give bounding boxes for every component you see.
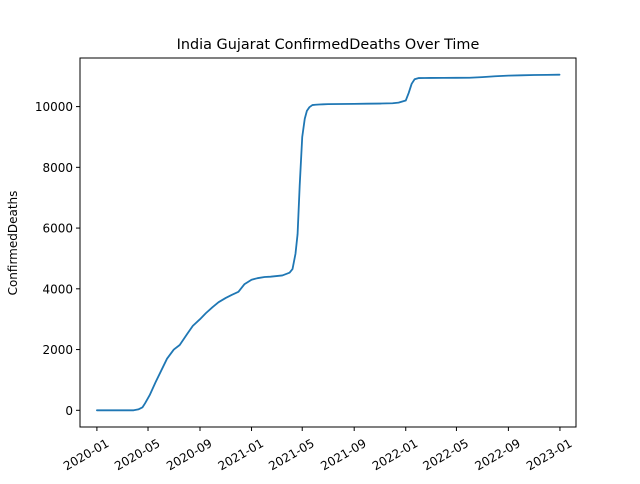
y-axis-label: ConfirmedDeaths — [6, 191, 20, 296]
y-tick-label: 8000 — [42, 161, 73, 175]
series-line — [96, 73, 561, 412]
y-tick-label: 10000 — [35, 100, 73, 114]
y-tick-label: 6000 — [42, 222, 73, 236]
plot-lines — [96, 73, 561, 412]
y-axis-ticks: 0 2000 4000 6000 8000 10000 — [35, 100, 80, 418]
chart-title: India Gujarat ConfirmedDeaths Over Time — [177, 37, 480, 53]
y-tick-label: 4000 — [42, 282, 73, 296]
y-tick-label: 0 — [65, 404, 73, 418]
plot-frame — [79, 57, 577, 428]
y-tick-label: 2000 — [42, 343, 73, 357]
